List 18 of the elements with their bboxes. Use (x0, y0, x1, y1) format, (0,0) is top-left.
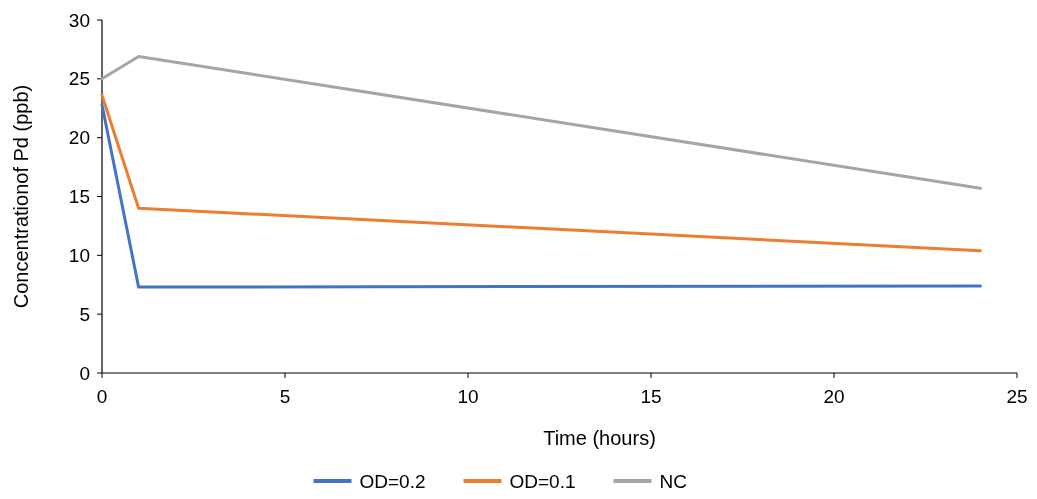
x-tick-label: 0 (96, 386, 108, 407)
legend-label: OD=0.2 (359, 470, 426, 492)
x-tick-label: 5 (279, 386, 291, 407)
x-tick-label: 25 (1006, 386, 1028, 407)
y-tick-label: 25 (68, 68, 90, 90)
legend-label: NC (659, 470, 687, 492)
y-tick-label: 10 (68, 244, 90, 266)
y-axis-title: Concentrationof Pd (ppb) (10, 84, 32, 309)
y-tick-label: 5 (79, 303, 90, 325)
x-axis-title: Time (hours) (543, 427, 656, 449)
y-tick-label: 20 (68, 127, 90, 149)
x-tick-label: 10 (457, 386, 479, 407)
y-tick-label: 0 (79, 362, 90, 384)
x-tick-label: 20 (823, 386, 845, 407)
legend-label: OD=0.1 (509, 470, 576, 492)
x-tick-label: 15 (640, 386, 662, 407)
y-tick-label: 30 (68, 9, 90, 31)
y-tick-label: 15 (68, 186, 90, 208)
